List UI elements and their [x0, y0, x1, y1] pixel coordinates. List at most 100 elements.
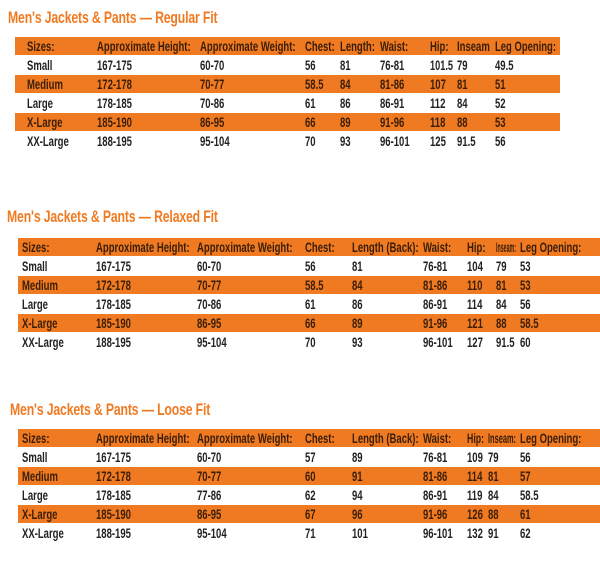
table-row: Large 178-185 77-86 62 94 86-91 119 84 58.5 — [18, 486, 600, 504]
table-cell: 112 — [430, 95, 446, 111]
table-cell: 188-195 — [96, 334, 131, 350]
table-cell: 91-96 — [380, 114, 405, 130]
table-cell: 91 — [488, 525, 499, 541]
table-cell: 57 — [305, 449, 316, 465]
column-header: Length: — [340, 38, 375, 54]
table-cell: 89 — [352, 315, 363, 331]
table-cell: 86 — [340, 95, 351, 111]
table-row: X-Large 185-190 86-95 66 89 91-96 118 88 53 — [15, 113, 560, 131]
table-cell: 172-178 — [96, 277, 131, 293]
table-cell: 88 — [496, 315, 507, 331]
table-cell: 62 — [520, 525, 531, 541]
table-cell: 86-95 — [197, 315, 222, 331]
table-cell: 81-86 — [423, 277, 448, 293]
table-cell: 86-95 — [200, 114, 225, 130]
loose-fit-table: Sizes: Approximate Height: Approximate Wei… — [18, 429, 600, 545]
table-cell: 119 — [467, 487, 483, 503]
table-cell: Medium — [27, 76, 63, 92]
table-cell: 70 — [305, 334, 316, 350]
table-cell: 104 — [467, 258, 483, 274]
table-row: Medium 172-178 70-77 60 91 81-86 114 81 57 — [18, 467, 600, 485]
column-header: Waist: — [380, 38, 409, 54]
table-cell: 178-185 — [97, 95, 132, 111]
table-cell: 91-96 — [423, 315, 448, 331]
table-cell: 67 — [305, 506, 316, 522]
table-cell: 51 — [495, 76, 506, 92]
table-row: Medium 172-178 70-77 58.5 84 81-86 110 81 53 — [18, 276, 600, 294]
table-cell: 91.5 — [496, 334, 515, 350]
column-header: Waist: — [423, 239, 452, 255]
table-cell: 62 — [305, 487, 316, 503]
table-cell: 81 — [496, 277, 507, 293]
column-header: Chest: — [305, 239, 335, 255]
table-cell: 95-104 — [197, 525, 227, 541]
table-cell: 127 — [467, 334, 483, 350]
table-cell: 96-101 — [423, 334, 453, 350]
table-cell: 60 — [520, 334, 531, 350]
column-header: Inseam: — [496, 239, 517, 255]
table-cell: 88 — [488, 506, 499, 522]
table-cell: 109 — [467, 449, 483, 465]
table-row: Medium 172-178 70-77 58.5 84 81-86 107 81 51 — [15, 75, 560, 93]
table-cell: Small — [27, 57, 53, 73]
table-cell: 81 — [340, 57, 351, 73]
table-cell: 101 — [352, 525, 368, 541]
loose-fit-title: Men's Jackets & Pants — Loose Fit — [10, 400, 211, 419]
table-cell: 79 — [457, 57, 468, 73]
column-header: Inseam: — [488, 430, 516, 446]
table-cell: 84 — [340, 76, 351, 92]
column-header: Sizes: — [27, 38, 55, 54]
table-cell: 53 — [520, 277, 531, 293]
table-cell: 96 — [352, 506, 363, 522]
column-header: Waist: — [423, 430, 452, 446]
table-cell: 61 — [305, 95, 316, 111]
table-cell: X-Large — [22, 315, 58, 331]
table-cell: 76-81 — [380, 57, 405, 73]
table-cell: 185-190 — [96, 506, 131, 522]
table-cell: 56 — [305, 258, 316, 274]
table-cell: 70 — [305, 133, 316, 149]
table-row: X-Large 185-190 86-95 67 96 91-96 126 88 61 — [18, 505, 600, 523]
table-cell: 53 — [520, 258, 531, 274]
table-cell: Medium — [22, 277, 58, 293]
table-cell: 76-81 — [423, 258, 448, 274]
table-cell: 60-70 — [200, 57, 225, 73]
table-cell: 66 — [305, 114, 316, 130]
column-header: Length (Back): — [352, 430, 419, 446]
table-cell: 56 — [520, 296, 531, 312]
table-cell: 84 — [352, 277, 363, 293]
table-cell: 60 — [305, 468, 316, 484]
table-cell: 70-77 — [197, 277, 222, 293]
table-cell: 188-195 — [96, 525, 131, 541]
table-cell: 81-86 — [423, 468, 448, 484]
table-cell: 52 — [495, 95, 506, 111]
table-cell: 86 — [352, 296, 363, 312]
table-cell: 110 — [467, 277, 483, 293]
table-row: XX-Large 188-195 95-104 70 93 96-101 127 91.5 60 — [18, 333, 600, 351]
table-cell: 96-101 — [423, 525, 453, 541]
table-cell: 53 — [495, 114, 506, 130]
table-cell: 58.5 — [305, 76, 324, 92]
table-cell: 86-91 — [423, 487, 448, 503]
table-row: Small 167-175 60-70 56 81 76-81 101.5 79 49.5 — [15, 56, 560, 74]
table-cell: 95-104 — [197, 334, 227, 350]
column-header: Sizes: — [22, 239, 50, 255]
column-header: Leg Opening: — [520, 239, 582, 255]
table-cell: XX-Large — [22, 525, 64, 541]
column-header: Approximate Height: — [96, 239, 190, 255]
table-cell: 81 — [488, 468, 499, 484]
table-cell: 93 — [340, 133, 351, 149]
table-cell: 91 — [352, 468, 363, 484]
table-cell: 118 — [430, 114, 446, 130]
header-row: Sizes: Approximate Height: Approximate Wei… — [18, 238, 600, 256]
table-cell: XX-Large — [27, 133, 69, 149]
table-cell: 95-104 — [200, 133, 230, 149]
table-cell: Large — [22, 296, 48, 312]
table-cell: 172-178 — [96, 468, 131, 484]
table-cell: X-Large — [27, 114, 63, 130]
table-cell: 126 — [467, 506, 483, 522]
column-header: Hip: — [430, 38, 449, 54]
column-header: Leg Opening: — [520, 430, 582, 446]
table-cell: 178-185 — [96, 487, 131, 503]
table-cell: 76-81 — [423, 449, 448, 465]
